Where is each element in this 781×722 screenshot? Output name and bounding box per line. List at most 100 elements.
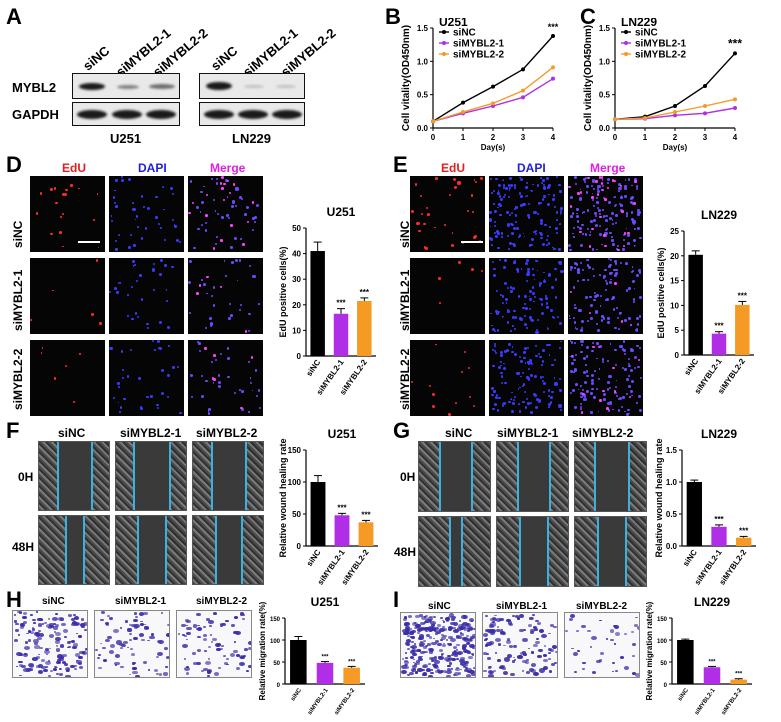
significance-mark: ***	[361, 510, 371, 519]
category-label: siMYBL2-2	[721, 687, 744, 716]
bar	[358, 522, 374, 546]
bar	[333, 313, 349, 356]
bar	[316, 662, 334, 684]
y-tick-label: 150	[288, 446, 302, 455]
bar	[735, 304, 750, 355]
category-label: siMYBL2-2	[334, 687, 357, 716]
significance-mark: ***	[714, 322, 724, 331]
series-point	[521, 67, 525, 72]
panel-label-a: A	[6, 4, 22, 29]
transwell-col-label: siMYBL2-1	[496, 601, 548, 612]
legend-marker	[624, 52, 628, 56]
edu-d-si1-merge-tile	[188, 258, 263, 334]
y-tick-label: 40	[292, 250, 301, 259]
wound-f-0h-tile	[115, 441, 187, 511]
wb-row-label: MYBL2	[12, 80, 57, 95]
x-tick-label: 2	[491, 133, 496, 142]
series-point	[703, 84, 707, 88]
wb-blot-mybl2-u251	[72, 73, 180, 99]
y-tick-label: 0	[297, 542, 302, 551]
category-label: siNC	[681, 548, 699, 568]
bar	[290, 640, 307, 684]
chart-title: LN229	[701, 427, 737, 441]
y-axis-label: Relative migration rate(%)	[645, 601, 654, 700]
category-label: siNC	[305, 548, 323, 568]
y-tick-label: 1.0	[599, 57, 611, 66]
stain-label-merge: Merge	[590, 161, 626, 175]
chart-title: U251	[439, 18, 468, 29]
category-label: siMYBL2-1	[694, 687, 717, 716]
wound-time-label: 0H	[400, 470, 416, 484]
edu-row-label: siMYBL2-2	[11, 348, 25, 410]
transwell-col-label: siMYBL2-2	[576, 601, 628, 612]
significance-mark: ***	[336, 299, 346, 308]
wound-g-0h-tile	[418, 441, 491, 512]
edu-row-label: siNC	[11, 220, 25, 248]
wb-row-label: GAPDH	[12, 107, 59, 122]
wound-col-label: siMYBL2-2	[196, 426, 258, 440]
bar	[343, 667, 360, 684]
y-tick-label: 10	[292, 326, 301, 335]
transwell-col-label: siMYBL2-2	[196, 596, 248, 607]
transwell-h-tile	[12, 610, 88, 678]
y-tick-label: 150	[657, 617, 668, 623]
legend-marker	[624, 41, 628, 45]
panel-label-e: E	[393, 152, 408, 177]
edu-e-si1-red-tile	[410, 258, 485, 334]
wound-g-48h-tile	[574, 516, 647, 587]
wound-col-label: siMYBL2-1	[497, 426, 559, 440]
series-line	[614, 52, 736, 121]
chart-b-u251-viability: U251 0.0 0.5 1.0 1.5 0 1 2 3 4 Day(s) Cell vitality…	[401, 18, 559, 152]
wb-blot-gapdh-ln229	[199, 102, 305, 126]
y-tick-label: 5	[675, 326, 680, 335]
y-tick-label: 10	[670, 301, 679, 310]
legend-marker	[624, 30, 628, 34]
y-tick-label: 0.0	[417, 124, 429, 133]
series-point	[733, 51, 737, 56]
legend-marker	[442, 30, 446, 34]
wound-col-label: siMYBL2-2	[572, 426, 634, 440]
bar	[334, 515, 350, 546]
edu-d-si2-blue-tile	[109, 340, 184, 416]
panel-label-g: G	[393, 418, 411, 443]
y-tick-label: 0.0	[666, 542, 678, 551]
series-point	[521, 88, 525, 93]
y-tick-label: 0.5	[599, 91, 611, 100]
wb-group-label: siNC	[208, 42, 241, 74]
edu-d-si2-red-tile	[30, 340, 105, 416]
series-point	[703, 104, 707, 108]
series-point	[643, 116, 647, 120]
wb-group-label: siNC	[80, 42, 113, 74]
y-tick-label: 150	[270, 617, 281, 623]
chart-title: LN229	[701, 208, 737, 222]
transwell-i-tile	[400, 612, 476, 678]
series-point	[551, 65, 555, 70]
wb-blot-gapdh-u251	[72, 102, 180, 126]
edu-e-si2-blue-tile	[489, 340, 564, 416]
transwell-h-tile	[94, 610, 170, 678]
significance-mark: ***	[348, 659, 356, 665]
wound-time-label: 0H	[18, 470, 34, 484]
y-tick-label: 50	[660, 661, 667, 667]
legend-label: siNC	[635, 28, 658, 39]
legend-label: siMYBL2-2	[635, 50, 687, 61]
panel-label-b: B	[385, 4, 401, 29]
chart-title: U251	[327, 205, 356, 219]
wound-g-0h-tile	[574, 441, 647, 512]
x-tick-label: 3	[703, 133, 708, 142]
transwell-col-label: siNC	[428, 601, 451, 612]
edu-e-sinc-merge-tile	[568, 176, 643, 252]
wound-f-48h-tile	[38, 515, 110, 585]
y-axis-label: Relative wound healing rate	[654, 438, 664, 557]
significance-mark: ***	[739, 526, 749, 535]
y-axis-label: EdU positive cells(%)	[656, 247, 666, 338]
wb-cell-label: U251	[110, 131, 142, 146]
y-tick-label: 0	[675, 351, 680, 360]
panel-label-h: H	[6, 587, 22, 612]
bar	[730, 679, 747, 684]
y-tick-label: 0	[277, 683, 281, 689]
wound-f-0h-tile	[192, 441, 264, 511]
series-point	[673, 104, 677, 108]
x-tick-label: 4	[551, 133, 556, 142]
series-point	[431, 119, 435, 124]
